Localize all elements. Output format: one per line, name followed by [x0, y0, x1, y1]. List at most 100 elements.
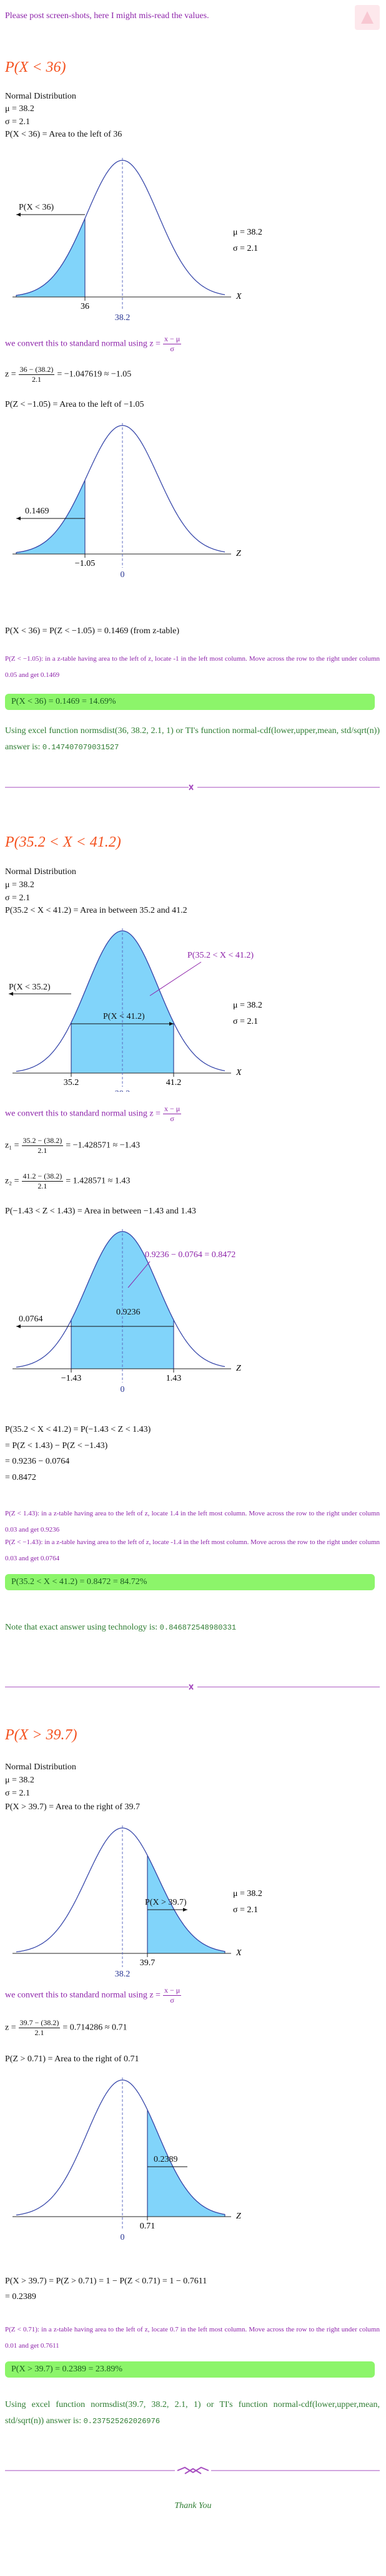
fraction: 36 − (38.2) 2.1 — [18, 365, 55, 384]
area-label: 0.9236 − 0.0764 = 0.8472 — [145, 1250, 235, 1260]
curve — [16, 425, 225, 553]
step: = 0.9236 − 0.0764 — [5, 1457, 70, 1466]
denominator: σ — [170, 344, 174, 353]
cut-label: 1.43 — [166, 1374, 182, 1383]
step: = 0.8472 — [5, 1473, 36, 1482]
z-area: P(Z > 0.71) = Area to the right of 0.71 — [5, 2054, 139, 2064]
given-line: μ = 38.2 — [5, 880, 34, 890]
pointer — [127, 1261, 151, 1288]
mean-label: 38.2 — [115, 1089, 131, 1092]
step: P(35.2 < X < 41.2) = P(−1.43 < Z < 1.43) — [5, 1425, 151, 1434]
watermark-icon — [361, 11, 374, 24]
cut-label: −1.05 — [75, 559, 95, 568]
fraction: 39.7 − (38.2) 2.1 — [18, 2018, 61, 2038]
cut-label: 41.2 — [166, 1078, 182, 1087]
arrowhead — [183, 1908, 187, 1912]
mean-label: 0 — [121, 570, 125, 580]
convert-line: we convert this to standard normal using… — [5, 334, 184, 354]
normal-curve: Z 0 −1.05 0.1469 — [12, 423, 241, 580]
curve — [16, 1827, 225, 1953]
tech-value: 0.147407079031527 — [42, 743, 119, 752]
arrowhead — [16, 517, 21, 520]
shaded-area — [16, 480, 86, 555]
tech-value: 0.846872548980331 — [159, 1623, 237, 1632]
curve — [16, 160, 225, 296]
numerator: 39.7 − (38.2) — [18, 2018, 61, 2028]
axis-label: Z — [236, 549, 241, 558]
axis-label: X — [235, 1068, 242, 1077]
section-heading: P(X > 39.7) — [5, 1727, 77, 1743]
z-lhs: z = — [5, 369, 16, 379]
denominator: 2.1 — [31, 375, 41, 384]
normal-curve: X 38.2 39.7 μ = 38.2 σ = 2.1 P(X > 39.7) — [12, 1825, 262, 1979]
answer-box: P(35.2 < X < 41.2) = 0.8472 = 84.72% — [5, 1574, 375, 1590]
cut-label: 39.7 — [140, 1958, 156, 1968]
z-lhs: z₁ = — [5, 1140, 19, 1150]
given-line: σ = 2.1 — [5, 1789, 30, 1798]
convert-text: we convert this to standard normal using… — [5, 339, 161, 349]
z-rhs: = 1.428571 ≈ 1.43 — [66, 1176, 131, 1186]
given-line: μ = 38.2 — [5, 1776, 34, 1785]
normal-curve: X 38.2 35.2 41.2 μ = 38.2 σ = 2.1 P(35.2 < X <… — [9, 928, 262, 1092]
numerator: 36 − (38.2) — [18, 365, 55, 375]
answer-box: P(X > 39.7) = 0.2389 = 23.89% — [5, 2361, 375, 2378]
normal-curve: X 38.2 36 μ = 38.2 σ = 2.1 P(X < 36) — [12, 158, 262, 321]
z-area: P(−1.43 < Z < 1.43) = Area in between −1… — [5, 1207, 196, 1216]
section-heading: P(35.2 < X < 41.2) — [5, 834, 121, 850]
fraction: 35.2 − (38.2) 2.1 — [21, 1136, 64, 1155]
arrowhead — [169, 1022, 174, 1026]
axis-label: Z — [236, 2212, 241, 2221]
mu-label: μ = 38.2 — [233, 1001, 262, 1010]
convert-line: we convert this to standard normal using… — [5, 1104, 184, 1124]
step: P(X < 36) = P(Z < −1.05) = 0.1469 (from … — [5, 626, 179, 636]
mu-label: μ = 38.2 — [233, 1889, 262, 1898]
denominator: σ — [170, 1996, 174, 2005]
denominator: 2.1 — [37, 1182, 47, 1190]
z-rhs: = −1.428571 ≈ −1.43 — [66, 1140, 141, 1150]
table-note: P(Z < −1.05): in a z-table having area t… — [5, 655, 380, 679]
tech-text: Using excel function normsdist(39.7, 38.… — [5, 2400, 380, 2426]
arrowhead — [16, 1324, 21, 1328]
z-lhs: z₂ = — [5, 1176, 19, 1186]
denominator: 2.1 — [37, 1146, 47, 1155]
numerator: x − μ — [162, 334, 182, 344]
cut-label: 0.71 — [140, 2222, 156, 2231]
given-line: P(35.2 < X < 41.2) = Area in between 35.… — [5, 906, 187, 915]
sigma-label: σ = 2.1 — [233, 1905, 258, 1915]
technology-note: Note that exact answer using technology … — [5, 1620, 380, 1636]
closing: Thank You — [174, 2501, 212, 2510]
area-label: 0.2389 — [154, 2155, 178, 2164]
mean-label: 38.2 — [115, 1970, 131, 1979]
given-line: P(X > 39.7) = Area to the right of 39.7 — [5, 1802, 141, 1812]
normal-curve: Z 0 −1.43 1.43 0.9236 − 0.0764 = 0.8472 0.076… — [12, 1229, 241, 1392]
sigma-label: σ = 2.1 — [233, 244, 258, 253]
area-label: 0.1469 — [25, 507, 49, 516]
mean-label: 0 — [121, 2233, 125, 2241]
numerator: 35.2 − (38.2) — [21, 1136, 64, 1146]
step: P(X > 39.7) = P(Z > 0.71) = 1 − P(Z < 0.… — [5, 2277, 207, 2286]
arrowhead — [16, 213, 21, 216]
answer-box: P(X < 36) = 0.1469 = 14.69% — [5, 694, 375, 710]
divider — [5, 784, 380, 2474]
axis-label: Z — [236, 1364, 241, 1373]
area-label: P(X < 35.2) — [9, 983, 51, 992]
table-note: P(Z < −1.43): in a z-table having area t… — [5, 1538, 380, 1562]
z-score: z = 36 − (38.2) 2.1 = −1.047619 ≈ −1.05 — [5, 365, 131, 384]
axis-label: X — [235, 1948, 242, 1958]
curve — [16, 930, 225, 1072]
given-line: Normal Distribution — [5, 1762, 76, 1772]
area-label: 0.9236 — [116, 1308, 141, 1317]
given-line: σ = 2.1 — [5, 117, 30, 127]
numerator: x − μ — [162, 1986, 182, 1996]
step: = P(Z < 1.43) − P(Z < −1.43) — [5, 1441, 108, 1451]
convert-text: we convert this to standard normal using… — [5, 1109, 161, 1119]
z-score: z = 39.7 − (38.2) 2.1 = 0.714286 ≈ 0.71 — [5, 2018, 127, 2038]
pointer — [149, 961, 202, 996]
shaded-area — [16, 218, 86, 298]
area-label: 0.0764 — [19, 1315, 43, 1324]
area-label: P(X < 36) — [19, 203, 54, 212]
area-label: P(35.2 < X < 41.2) — [187, 951, 254, 960]
